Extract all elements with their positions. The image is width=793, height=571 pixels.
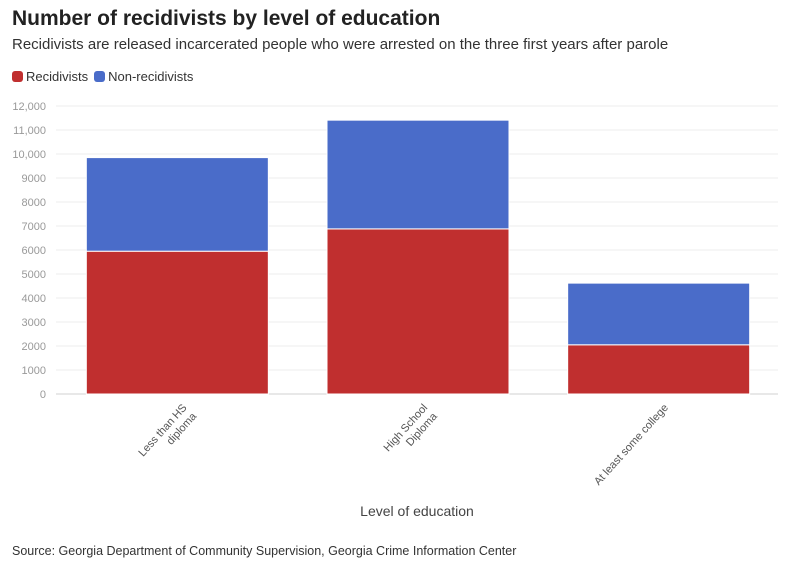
y-axis-ticks: 0 1000 2000 3000 4000 5000 6000 7000 8000 9000 10,…	[12, 101, 46, 401]
x-tick-label: At least some college	[592, 402, 671, 488]
y-tick-label: 6000	[22, 245, 46, 257]
x-axis-title: Level of education	[360, 503, 474, 519]
source-note: Source: Georgia Department of Community …	[12, 544, 517, 558]
bar-recidivists[interactable]	[85, 250, 269, 395]
legend-swatch-non-recidivists	[94, 71, 106, 82]
bar-non-recidivists[interactable]	[85, 157, 269, 252]
bar-non-recidivists[interactable]	[567, 282, 751, 346]
legend-swatch-recidivists	[12, 71, 23, 82]
legend-item-recidivists[interactable]: Recidivists	[12, 69, 88, 84]
bar-non-recidivists[interactable]	[326, 119, 510, 230]
legend-label-recidivists: Recidivists	[26, 69, 89, 84]
y-tick-label: 0	[40, 389, 46, 401]
y-tick-label: 7000	[22, 221, 46, 233]
y-tick-label: 2000	[22, 341, 46, 353]
x-tick-label: Less than HSdiploma	[136, 401, 199, 467]
y-tick-label: 11,000	[13, 125, 46, 137]
bar-chart: 0 1000 2000 3000 4000 5000 6000 7000 8000 9000 10,…	[12, 101, 778, 519]
bars	[85, 119, 751, 395]
bar-recidivists[interactable]	[567, 344, 751, 395]
bar-recidivists[interactable]	[326, 228, 510, 395]
y-tick-label: 12,000	[12, 101, 46, 113]
legend-item-non-recidivists[interactable]: Non-recidivists	[94, 69, 193, 84]
legend-label-non-recidivists: Non-recidivists	[108, 69, 194, 84]
x-axis-ticks: Less than HSdiploma High SchoolDiploma At …	[136, 401, 671, 488]
y-tick-label: 4000	[22, 293, 46, 305]
y-tick-label: 8000	[22, 197, 46, 209]
y-tick-label: 5000	[22, 269, 46, 281]
y-tick-label: 10,000	[12, 149, 46, 161]
chart-subtitle: Recidivists are released incarcerated pe…	[12, 36, 669, 53]
chart-title: Number of recidivists by level of educat…	[12, 7, 441, 30]
x-tick-label: High SchoolDiploma	[382, 401, 441, 462]
y-tick-label: 9000	[22, 173, 46, 185]
legend: Recidivists Non-recidivists	[12, 69, 195, 84]
y-tick-label: 1000	[22, 365, 46, 377]
y-tick-label: 3000	[22, 317, 46, 329]
